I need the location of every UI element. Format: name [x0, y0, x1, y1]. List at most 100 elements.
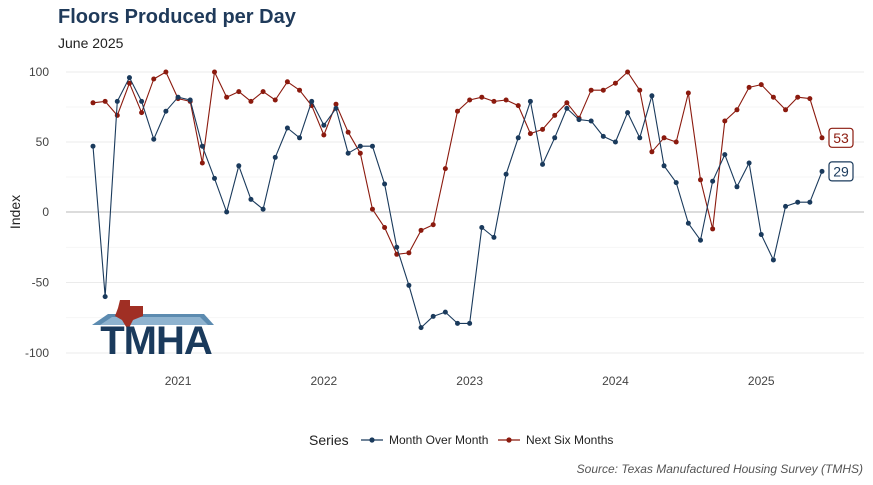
data-point: [430, 222, 436, 228]
data-point: [394, 251, 400, 257]
grid-lines: [66, 71, 864, 354]
data-point: [491, 234, 497, 240]
data-point: [637, 135, 643, 141]
data-point: [126, 80, 132, 86]
data-point: [260, 206, 266, 212]
data-point: [333, 105, 339, 111]
data-point: [807, 96, 813, 102]
data-point: [369, 143, 375, 149]
x-tick-label: 2024: [602, 374, 629, 388]
data-point: [649, 149, 655, 155]
data-point: [212, 175, 217, 181]
data-point: [284, 125, 290, 131]
data-point: [102, 98, 108, 104]
series-layer: [90, 69, 825, 331]
data-point: [479, 225, 485, 231]
data-point: [734, 184, 740, 190]
data-point: [382, 181, 388, 187]
data-point: [126, 75, 132, 81]
data-point: [625, 69, 631, 75]
data-point: [248, 98, 254, 104]
x-tick-label: 2025: [748, 374, 775, 388]
data-point: [442, 309, 448, 315]
data-point: [576, 117, 582, 123]
data-point: [819, 168, 825, 174]
data-point: [588, 87, 594, 93]
data-point: [248, 196, 254, 202]
data-point: [199, 160, 205, 166]
data-point: [746, 160, 752, 166]
data-point: [163, 69, 169, 75]
data-point: [236, 163, 242, 169]
data-point: [552, 135, 558, 141]
end-label-next-six-months: 53: [828, 127, 854, 148]
data-point: [187, 97, 193, 103]
data-point: [406, 250, 412, 256]
data-point: [345, 129, 351, 135]
legend-label-next-six-months: Next Six Months: [526, 433, 613, 447]
data-point: [467, 97, 473, 103]
data-point: [321, 122, 327, 128]
series-line-month-over-month: [92, 77, 823, 329]
data-point: [540, 126, 546, 132]
data-point: [564, 100, 570, 106]
data-point: [345, 150, 351, 156]
data-point: [710, 178, 716, 184]
data-point: [758, 82, 764, 88]
data-point: [114, 112, 120, 118]
data-point: [515, 103, 521, 109]
y-tick-label: 100: [29, 65, 49, 79]
data-point: [819, 135, 825, 141]
data-point: [698, 177, 703, 183]
data-point: [90, 100, 96, 106]
data-point: [272, 154, 278, 160]
legend-item-month-over-month: Month Over Month: [361, 433, 488, 447]
y-axis: -100 -50 0 50 100: [25, 65, 49, 360]
data-point: [479, 94, 485, 100]
data-point: [90, 143, 96, 149]
data-point: [418, 227, 424, 233]
data-point: [297, 87, 303, 93]
data-point: [710, 226, 716, 232]
data-point: [661, 135, 667, 141]
data-point: [795, 94, 801, 100]
data-point: [151, 136, 157, 142]
data-point: [552, 112, 558, 118]
chart-subtitle: June 2025: [58, 35, 124, 51]
data-point: [807, 199, 813, 205]
data-point: [467, 320, 473, 326]
data-point: [527, 98, 533, 104]
data-point: [333, 101, 339, 107]
data-point: [637, 87, 643, 93]
data-point: [770, 257, 776, 263]
y-axis-label: Index: [7, 195, 23, 229]
data-point: [236, 89, 242, 95]
data-point: [564, 105, 570, 111]
end-labels: 53 29: [828, 127, 854, 182]
data-point: [272, 97, 278, 103]
data-point: [382, 225, 388, 231]
texas-star-icon: [115, 300, 143, 330]
data-point: [163, 108, 169, 114]
data-point: [661, 163, 667, 169]
data-point: [783, 107, 789, 113]
data-point: [309, 98, 315, 104]
data-point: [770, 94, 776, 100]
data-point: [722, 152, 728, 158]
data-point: [139, 110, 145, 116]
legend-title: Series: [309, 432, 349, 448]
data-point: [224, 209, 230, 215]
chart-title: Floors Produced per Day: [58, 6, 296, 28]
data-point: [698, 237, 703, 243]
data-point: [297, 135, 303, 141]
data-point: [746, 84, 752, 90]
data-point: [515, 135, 521, 141]
series-month-over-month: [90, 75, 825, 331]
data-point: [734, 107, 740, 113]
data-point: [369, 206, 375, 212]
data-point: [455, 320, 460, 326]
data-point: [406, 282, 412, 288]
data-point: [795, 199, 801, 205]
data-point: [625, 110, 631, 116]
